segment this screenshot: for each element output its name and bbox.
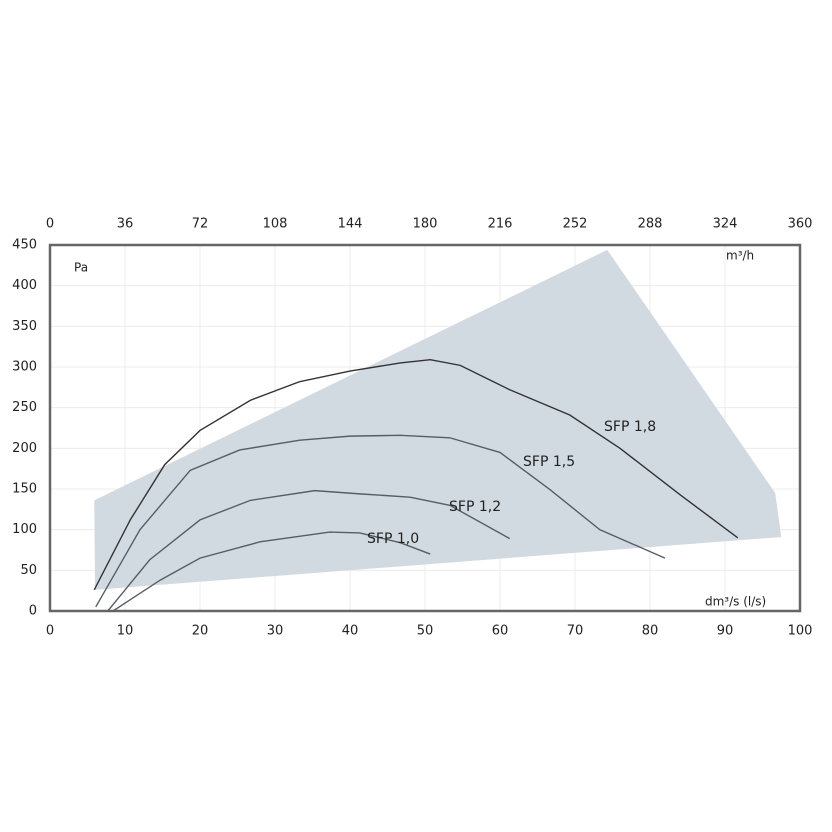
curve-label: SFP 1,2: [449, 499, 501, 515]
y-tick-label: 400: [12, 278, 37, 293]
y-tick-label: 0: [29, 604, 37, 619]
x-tick-label: 100: [788, 624, 813, 639]
x2-tick-label: 324: [713, 217, 738, 232]
x-tick-label: 80: [642, 624, 659, 639]
y-tick-label: 150: [12, 482, 37, 497]
x2-tick-label: 36: [117, 217, 134, 232]
x-tick-label: 10: [117, 624, 134, 639]
x-tick-label: 20: [192, 624, 209, 639]
curve: [107, 489, 511, 612]
y-tick-label: 300: [12, 360, 37, 375]
x-unit: dm³/s (l/s): [705, 595, 766, 609]
curve-label: SFP 1,8: [604, 419, 656, 435]
operating-area: [94, 249, 782, 590]
x-tick-label: 60: [492, 624, 509, 639]
y-tick-label: 450: [12, 238, 37, 253]
x2-tick-label: 216: [488, 217, 513, 232]
y-unit: Pa: [74, 261, 88, 275]
x2-tick-label: 0: [46, 217, 54, 232]
y-tick-label: 100: [12, 522, 37, 537]
x-tick-label: 0: [46, 624, 54, 639]
y-tick-label: 350: [12, 319, 37, 334]
x2-tick-label: 288: [638, 217, 663, 232]
curve: [112, 531, 431, 612]
x2-unit: m³/h: [726, 249, 754, 263]
x-tick-label: 30: [267, 624, 284, 639]
x-tick-label: 40: [342, 624, 359, 639]
x2-tick-label: 144: [338, 217, 363, 232]
x2-tick-label: 72: [192, 217, 209, 232]
curve: [95, 434, 666, 608]
x-tick-label: 50: [417, 624, 434, 639]
x2-tick-label: 360: [788, 217, 813, 232]
x2-tick-label: 252: [563, 217, 588, 232]
curve-label: SFP 1,5: [523, 454, 575, 470]
x2-tick-label: 180: [413, 217, 438, 232]
plot-frame: [48, 243, 802, 613]
curve-label: SFP 1,0: [367, 531, 419, 547]
y-tick-label: 250: [12, 400, 37, 415]
y-tick-label: 200: [12, 441, 37, 456]
y-tick-label: 50: [20, 563, 37, 578]
x-tick-label: 70: [567, 624, 584, 639]
x-tick-label: 90: [717, 624, 734, 639]
curve: [93, 358, 739, 591]
x2-tick-label: 108: [263, 217, 288, 232]
